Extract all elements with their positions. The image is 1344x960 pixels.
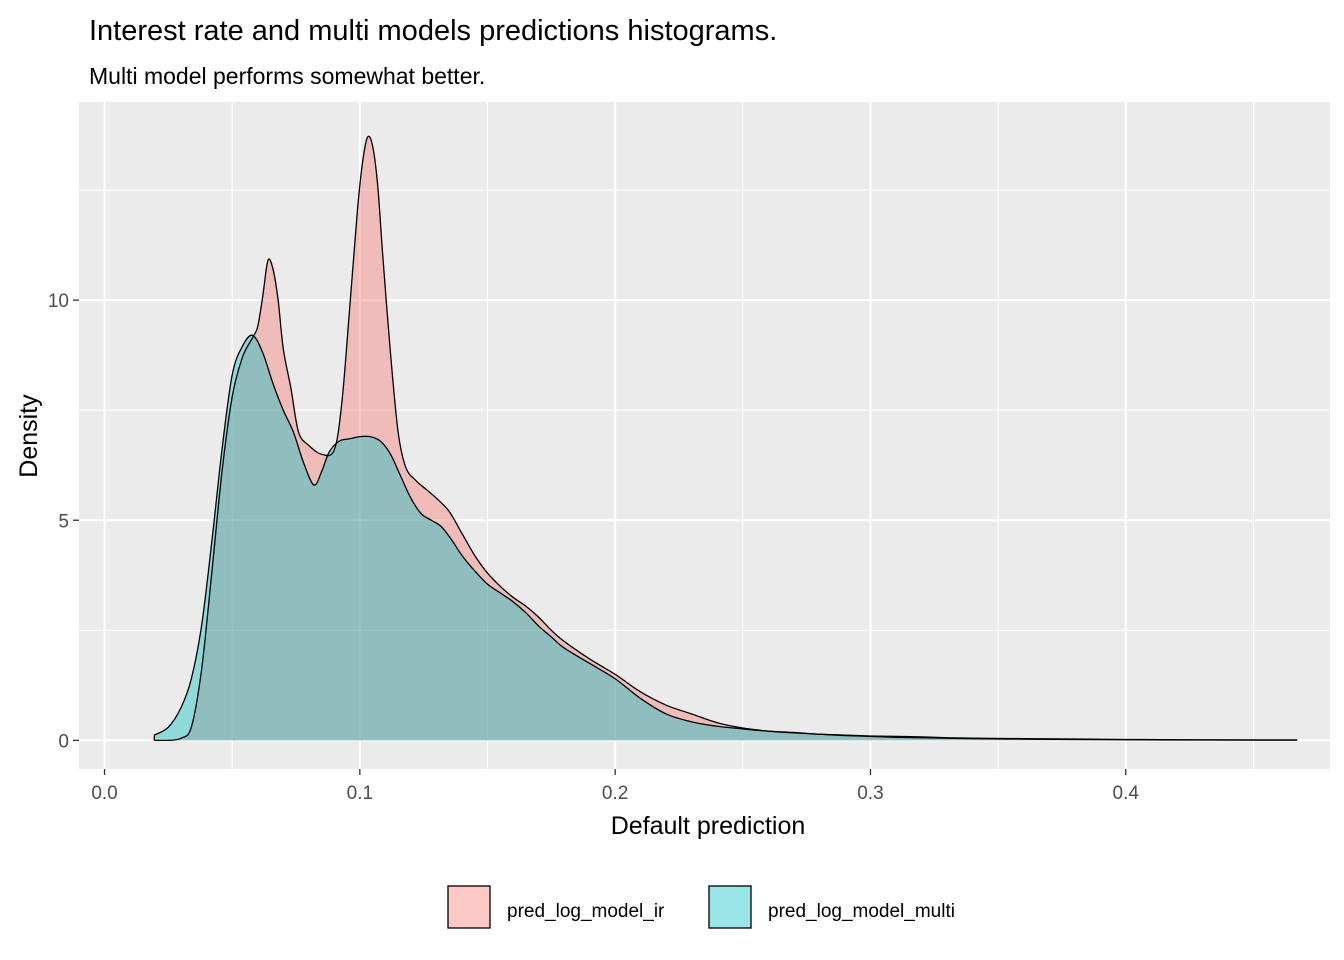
x-tick-label: 0.2 [602,783,628,804]
major-grid [79,102,1330,769]
x-tick-label: 0.1 [347,783,373,804]
x-tick-label: 0.4 [1113,783,1140,804]
chart-subtitle: Multi model performs somewhat better. [89,63,485,89]
y-tick-label: 5 [58,511,69,532]
density-areas [153,135,1298,742]
legend: pred_log_model_ir pred_log_model_multi [447,885,955,929]
y-tick-label: 0 [58,731,69,752]
density-area-multi [154,335,1297,741]
chart-title: Interest rate and multi models predictio… [89,15,777,47]
legend-label-ir: pred_log_model_ir [507,901,665,922]
density-area-ir [154,136,1297,741]
density-line-multi [153,334,1298,741]
y-axis-label: Density [15,394,43,478]
x-axis-label: Default prediction [611,812,806,840]
y-axis-ticks: 0 5 10 [48,291,79,752]
minor-grid [79,102,1330,769]
legend-label-multi: pred_log_model_multi [768,901,955,922]
x-tick-label: 0.0 [91,783,117,804]
legend-key-multi [708,885,752,929]
plot-panel [79,102,1330,769]
legend-key-ir [447,885,491,929]
y-tick-label: 10 [48,291,69,312]
x-axis-ticks: 0.0 0.1 0.2 0.3 0.4 [91,769,1139,804]
x-tick-label: 0.3 [857,783,883,804]
